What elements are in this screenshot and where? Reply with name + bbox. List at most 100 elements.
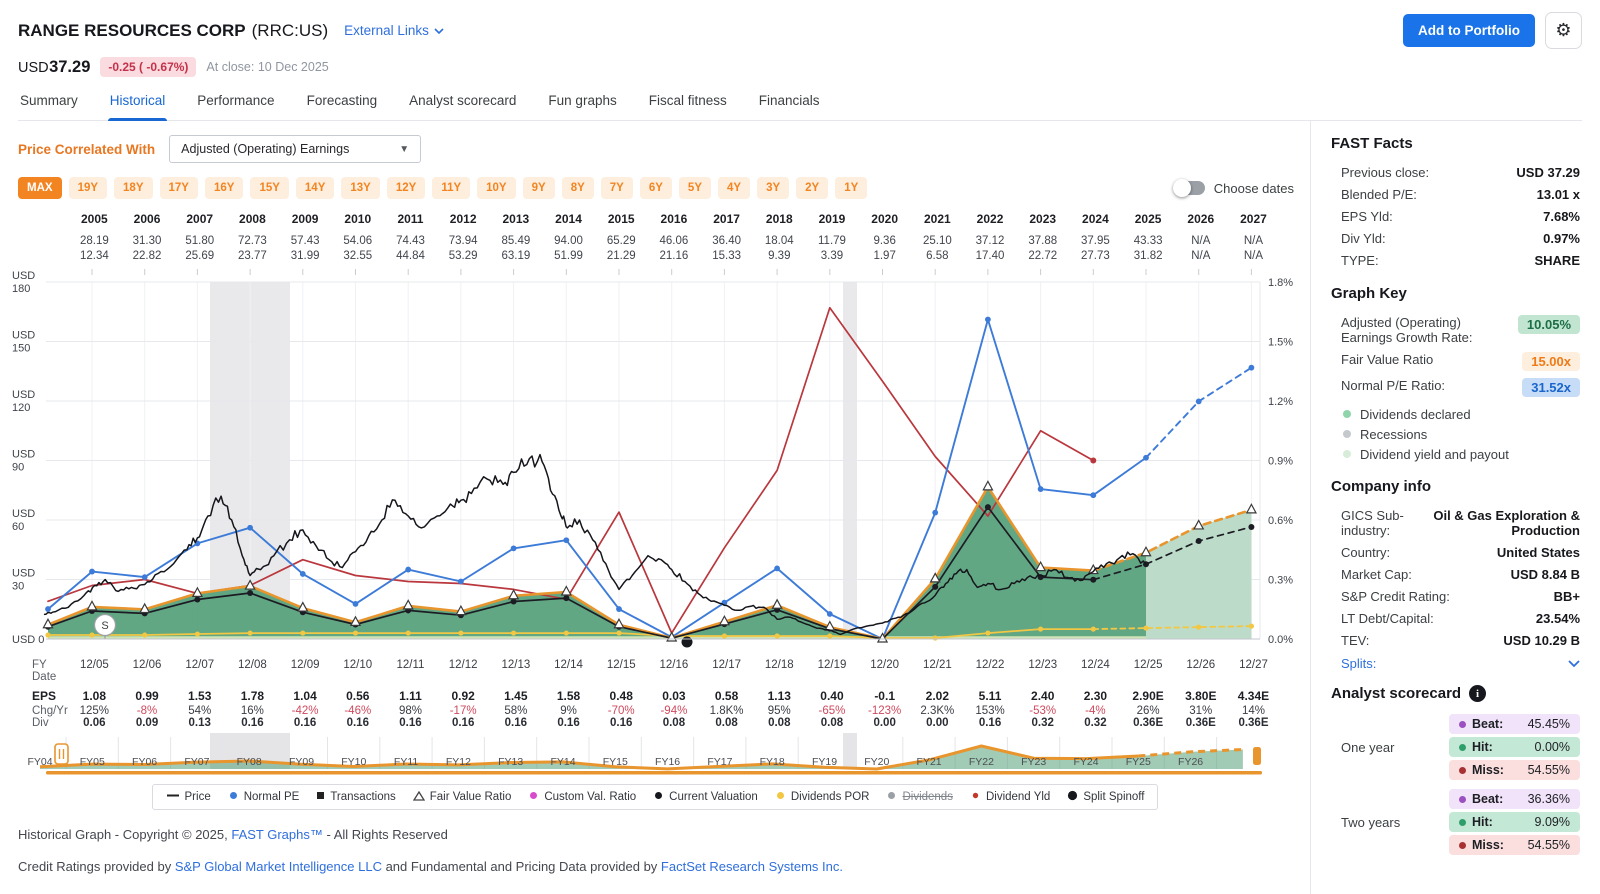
right-sidebar: FAST Facts Previous close: USD 37.29 Blend…: [1310, 121, 1600, 894]
fy-date-cell: 12/09: [290, 659, 320, 671]
tab-historical[interactable]: Historical: [107, 90, 168, 121]
fy-date-cell: 12/12: [448, 659, 478, 671]
tab-analyst-scorecard[interactable]: Analyst scorecard: [409, 93, 517, 108]
graph-key-legend-label: Recessions: [1360, 426, 1428, 442]
legend-split-spinoff[interactable]: Split Spinoff: [1067, 790, 1144, 804]
choose-dates-toggle[interactable]: [1172, 179, 1205, 197]
scorecard-hit-badge: Hit: 0.00%: [1449, 737, 1580, 757]
settings-gear-button[interactable]: ⚙: [1545, 12, 1582, 49]
legend-transactions[interactable]: Transactions: [316, 791, 396, 803]
splits-link[interactable]: Splits:: [1331, 651, 1580, 671]
period-15y[interactable]: 15Y: [250, 177, 289, 199]
legend-fair-value-ratio[interactable]: Fair Value Ratio: [412, 790, 511, 804]
period-17y[interactable]: 17Y: [159, 177, 198, 199]
period-6y[interactable]: 6Y: [639, 177, 672, 199]
legend-custom-val-ratio[interactable]: Custom Val. Ratio: [528, 790, 636, 804]
legend-current-valuation[interactable]: Current Valuation: [653, 790, 758, 804]
period-18y[interactable]: 18Y: [114, 177, 153, 199]
eps-cell: 2.02: [925, 689, 950, 703]
add-to-portfolio-button[interactable]: Add to Portfolio: [1403, 14, 1535, 47]
main-panel: Price Correlated With Adjusted (Operatin…: [0, 121, 1310, 894]
scorecard-metric-value: 36.36%: [1527, 792, 1570, 806]
scorecard-hit-badge: Hit: 9.09%: [1449, 812, 1580, 832]
legend-dividend-yld[interactable]: Dividend Yld: [970, 790, 1050, 804]
price-low-cell: 22.72: [1028, 250, 1058, 262]
tab-performance[interactable]: Performance: [197, 93, 275, 108]
fy-date-cell: 12/23: [1028, 659, 1058, 671]
fast-fact-row: Blended P/E: 13.01 x: [1331, 183, 1580, 205]
chg-cell: 14%: [1241, 705, 1265, 717]
div-cell: 0.16: [399, 717, 422, 729]
graph-key-label: Normal P/E Ratio:: [1341, 377, 1446, 393]
period-11y[interactable]: 11Y: [432, 177, 471, 199]
graph-key-value-badge: 15.00x: [1522, 351, 1580, 371]
chg-cell: 125%: [79, 705, 110, 717]
chg-cell: -65%: [818, 705, 846, 717]
year-header: 2008: [239, 212, 266, 226]
price-marker-icon: [166, 791, 180, 803]
fy-date-cell: 12/05: [79, 659, 109, 671]
link-factset-research-systems-inc-[interactable]: FactSet Research Systems Inc.: [660, 859, 843, 874]
tab-fun-graphs[interactable]: Fun graphs: [548, 93, 617, 108]
year-header: 2017: [713, 212, 740, 226]
tab-financials[interactable]: Financials: [758, 93, 820, 108]
period-1y[interactable]: 1Y: [835, 177, 868, 199]
timeline-scrubber[interactable]: FY04 FY05 FY06 FY07 FY08 FY09 FY10 FY11 FY12 FY13…: [0, 729, 1310, 777]
svg-text:FY04: FY04: [27, 756, 52, 768]
scorecard-beat-badge: Beat: 36.36%: [1449, 789, 1580, 809]
eps-cell: 2.40: [1031, 689, 1055, 703]
legend-dividends[interactable]: Dividends: [886, 790, 953, 804]
period-16y[interactable]: 16Y: [204, 177, 244, 199]
legend-normal-pe[interactable]: Normal PE: [228, 790, 299, 804]
period-5y[interactable]: 5Y: [678, 177, 711, 199]
link-s-p-global-market-intelligence-llc[interactable]: S&P Global Market Intelligence LLC: [174, 859, 382, 874]
price-low-cell: 44.84: [396, 250, 425, 262]
company-info-row-label: TEV:: [1341, 632, 1370, 648]
legend-price[interactable]: Price: [166, 791, 211, 803]
company-info-row-value: USD 10.29 B: [1503, 632, 1580, 648]
period-2y[interactable]: 2Y: [796, 177, 829, 199]
last-price: 37.29: [49, 57, 91, 76]
legend-dividends-por[interactable]: Dividends POR: [775, 790, 869, 804]
fast-fact-row: Previous close: USD 37.29: [1331, 161, 1580, 183]
at-close-text: At close: 10 Dec 2025: [206, 60, 329, 74]
svg-text:180: 180: [12, 283, 30, 295]
tab-summary[interactable]: Summary: [20, 93, 78, 108]
period-max[interactable]: MAX: [18, 177, 62, 199]
period-4y[interactable]: 4Y: [718, 177, 751, 199]
company-info-row-value: 23.54%: [1535, 610, 1580, 626]
price-high-cell: 37.88: [1028, 235, 1058, 247]
period-12y[interactable]: 12Y: [386, 177, 426, 199]
div-cell: 0.16: [557, 717, 580, 729]
chg-cell: 98%: [398, 705, 422, 717]
chg-cell: 54%: [188, 705, 212, 717]
external-links[interactable]: External Links: [344, 23, 444, 38]
period-19y[interactable]: 19Y: [68, 177, 108, 199]
year-header: 2024: [1082, 212, 1109, 226]
period-14y[interactable]: 14Y: [295, 177, 335, 199]
svg-text:USD: USD: [12, 449, 35, 461]
choose-dates-control: Choose dates: [1172, 179, 1294, 197]
fast-fact-row-value: 7.68%: [1543, 208, 1580, 224]
graph-key-legend-item: Dividends declared: [1331, 404, 1580, 424]
price-high-cell: 37.95: [1081, 235, 1110, 247]
currency-label: USD: [18, 59, 49, 76]
period-9y[interactable]: 9Y: [522, 177, 555, 199]
period-13y[interactable]: 13Y: [341, 177, 380, 199]
link-fast-graphs-[interactable]: FAST Graphs™: [231, 827, 323, 842]
tab-fiscal-fitness[interactable]: Fiscal fitness: [648, 93, 727, 108]
ticker-symbol: (RRC:US): [251, 20, 329, 40]
tab-forecasting[interactable]: Forecasting: [306, 93, 378, 108]
period-3y[interactable]: 3Y: [757, 177, 790, 199]
price-high-cell: 28.19: [79, 235, 109, 247]
company-info-row-label: LT Debt/Capital:: [1341, 610, 1434, 626]
chevron-down-icon: [434, 27, 444, 34]
dividend-yield-and-payout-dot-icon: [1343, 450, 1351, 458]
info-icon[interactable]: i: [1469, 685, 1487, 702]
scorecard-metric-name: Beat:: [1472, 792, 1504, 806]
div-cell: 0.36E: [1238, 717, 1269, 729]
correlation-dropdown[interactable]: Adjusted (Operating) Earnings ▼: [169, 135, 422, 163]
period-10y[interactable]: 10Y: [477, 177, 516, 199]
period-8y[interactable]: 8Y: [561, 177, 594, 199]
period-7y[interactable]: 7Y: [600, 177, 633, 199]
